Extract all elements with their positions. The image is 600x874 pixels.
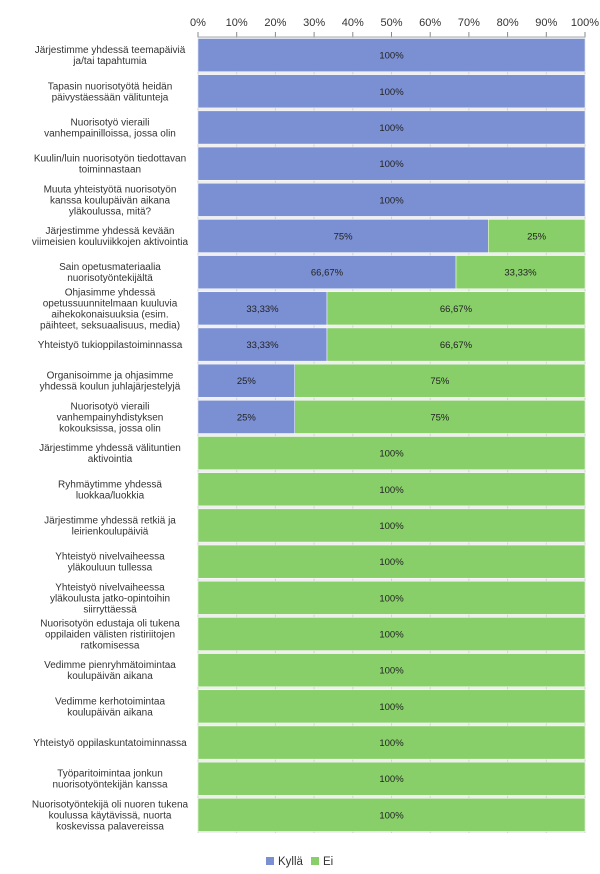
category-label: Nuorisotyö vieraili vanhempainyhdistyksen… xyxy=(57,401,164,434)
x-tick-label: 0% xyxy=(190,17,206,29)
data-label: 66,67% xyxy=(440,340,473,351)
data-label: 66,67% xyxy=(311,268,344,279)
bar-segment-ei xyxy=(294,363,586,398)
data-label: 100% xyxy=(379,521,404,532)
x-tick-label: 40% xyxy=(342,17,364,29)
data-label: 100% xyxy=(379,123,404,134)
y-axis-labels: Järjestimme yhdessä teemapäiviä ja/tai ta… xyxy=(32,45,189,832)
legend-swatch-ei xyxy=(311,857,319,865)
category-label: Nuorisotyöntekijä oli nuoren tukena koulu… xyxy=(32,799,189,832)
legend-swatch-kylla xyxy=(266,857,274,865)
x-tick-label: 30% xyxy=(303,17,325,29)
category-label: Vedimme kerhotoimintaa koulupäivän aikana xyxy=(55,696,165,718)
data-label: 100% xyxy=(379,593,404,604)
category-label: Nuorisotyö vieraili vanhempainilloissa, j… xyxy=(44,117,176,139)
category-label: Järjestimme yhdessä teemapäiviä ja/tai ta… xyxy=(35,45,186,67)
category-label: Yhteistyö oppilaskuntatoiminnassa xyxy=(33,738,187,749)
data-label: 100% xyxy=(379,51,404,62)
bar-segment-kylla xyxy=(197,74,586,109)
data-label: 100% xyxy=(379,630,404,641)
x-tick-label: 10% xyxy=(226,17,248,29)
bar-segment-ei xyxy=(197,508,586,543)
category-label: Nuorisotyön edustaja oli tukena oppilaide… xyxy=(40,619,180,652)
x-tick-label: 60% xyxy=(419,17,441,29)
bar-segment-kylla xyxy=(197,291,328,326)
x-tick-label: 70% xyxy=(458,17,480,29)
category-label: Ohjasimme yhdessä opetussuunnitelmaan kuu… xyxy=(40,287,180,331)
x-tick-label: 100% xyxy=(571,17,599,29)
data-label: 100% xyxy=(379,87,404,98)
bar-segment-kylla xyxy=(197,38,586,72)
data-label: 25% xyxy=(527,232,547,243)
category-label: Järjestimme yhdessä välituntien aktivoint… xyxy=(39,443,181,465)
legend: Kyllä Ei xyxy=(266,856,333,868)
bar-segment-ei xyxy=(488,219,586,253)
category-label: Yhteistyö nivelvaiheessa yläkouluun tulle… xyxy=(55,552,165,574)
bar-segment-ei xyxy=(197,617,586,651)
bar-segment-ei xyxy=(326,327,586,362)
category-label: Yhteistyö nivelvaiheessa yläkoulusta jatk… xyxy=(50,582,170,615)
category-label: Organisoimme ja ohjasimme yhdessä koulun … xyxy=(40,371,181,393)
bar-segment-ei xyxy=(197,725,586,760)
data-label: 66,67% xyxy=(440,304,473,315)
category-label: Järjestimme yhdessä retkiä ja leirienkoul… xyxy=(44,515,176,537)
category-label: Vedimme pienryhmätoimintaa koulupäivän ai… xyxy=(44,660,176,682)
data-label: 100% xyxy=(379,774,404,785)
data-label: 75% xyxy=(430,376,450,387)
bar-segment-ei xyxy=(326,291,586,326)
category-label: Kuulin/luin nuorisotyön tiedottavan toimi… xyxy=(34,154,186,176)
category-label: Työparitoimintaa jonkun nuorisotyöntekijä… xyxy=(52,769,168,791)
bar-segment-ei xyxy=(197,472,586,507)
x-tick-label: 20% xyxy=(264,17,286,29)
bar-segment-kylla xyxy=(197,327,328,362)
bar-segment-ei xyxy=(197,653,586,688)
data-label: 75% xyxy=(430,412,450,423)
data-label: 100% xyxy=(379,195,404,206)
bar-segment-ei xyxy=(197,580,586,615)
data-label: 100% xyxy=(379,702,404,713)
bar-segment-kylla xyxy=(197,255,457,290)
data-label: 33,33% xyxy=(504,268,537,279)
data-label: 100% xyxy=(379,449,404,460)
category-label: Tapasin nuorisotyötä heidän päivystäessää… xyxy=(48,81,173,103)
data-label: 25% xyxy=(237,376,257,387)
data-label: 100% xyxy=(379,810,404,821)
category-label: Ryhmäytimme yhdessä luokkaa/luokkia xyxy=(58,479,162,501)
bar-segment-kylla xyxy=(197,219,489,253)
bars: 100% 100% 100% 100% 100% 75% 25% 66,67% 33,33% 33… xyxy=(197,38,586,832)
bar-segment-ei xyxy=(197,544,586,579)
data-label: 100% xyxy=(379,485,404,496)
x-tick-label: 50% xyxy=(380,17,402,29)
bar-segment-ei xyxy=(197,761,586,796)
category-label: Järjestimme yhdessä kevään viimeisien kou… xyxy=(32,226,189,248)
bar-segment-ei xyxy=(455,255,586,290)
data-label: 33,33% xyxy=(246,304,279,315)
x-tick-label: 80% xyxy=(497,17,519,29)
bar-segment-kylla xyxy=(197,400,295,434)
data-label: 25% xyxy=(237,412,257,423)
bar-segment-kylla xyxy=(197,363,295,398)
category-label: Sain opetusmateriaalia nuorisotyöntekijäl… xyxy=(59,262,161,284)
bar-segment-kylla xyxy=(197,146,586,181)
bar-segment-ei xyxy=(197,798,586,832)
category-label: Muuta yhteistyötä nuorisotyön kanssa koul… xyxy=(44,184,177,217)
bar-segment-ei xyxy=(197,436,586,470)
bar-segment-ei xyxy=(197,689,586,724)
data-label: 100% xyxy=(379,666,404,677)
x-tick-label: 90% xyxy=(535,17,557,29)
legend-label: Ei xyxy=(323,856,333,868)
category-label: Yhteistyö tukioppilastoiminnassa xyxy=(38,340,183,351)
data-label: 75% xyxy=(334,232,354,243)
bar-segment-kylla xyxy=(197,110,586,145)
x-axis-ticks: 0% 10% 20% 30% 40% 50% 60% 70% 80% 90% 100% xyxy=(190,17,599,38)
bar-segment-ei xyxy=(294,400,586,434)
data-label: 100% xyxy=(379,159,404,170)
data-label: 100% xyxy=(379,557,404,568)
data-label: 33,33% xyxy=(246,340,279,351)
data-label: 100% xyxy=(379,738,404,749)
bar-segment-kylla xyxy=(197,182,586,217)
legend-label: Kyllä xyxy=(278,856,304,868)
